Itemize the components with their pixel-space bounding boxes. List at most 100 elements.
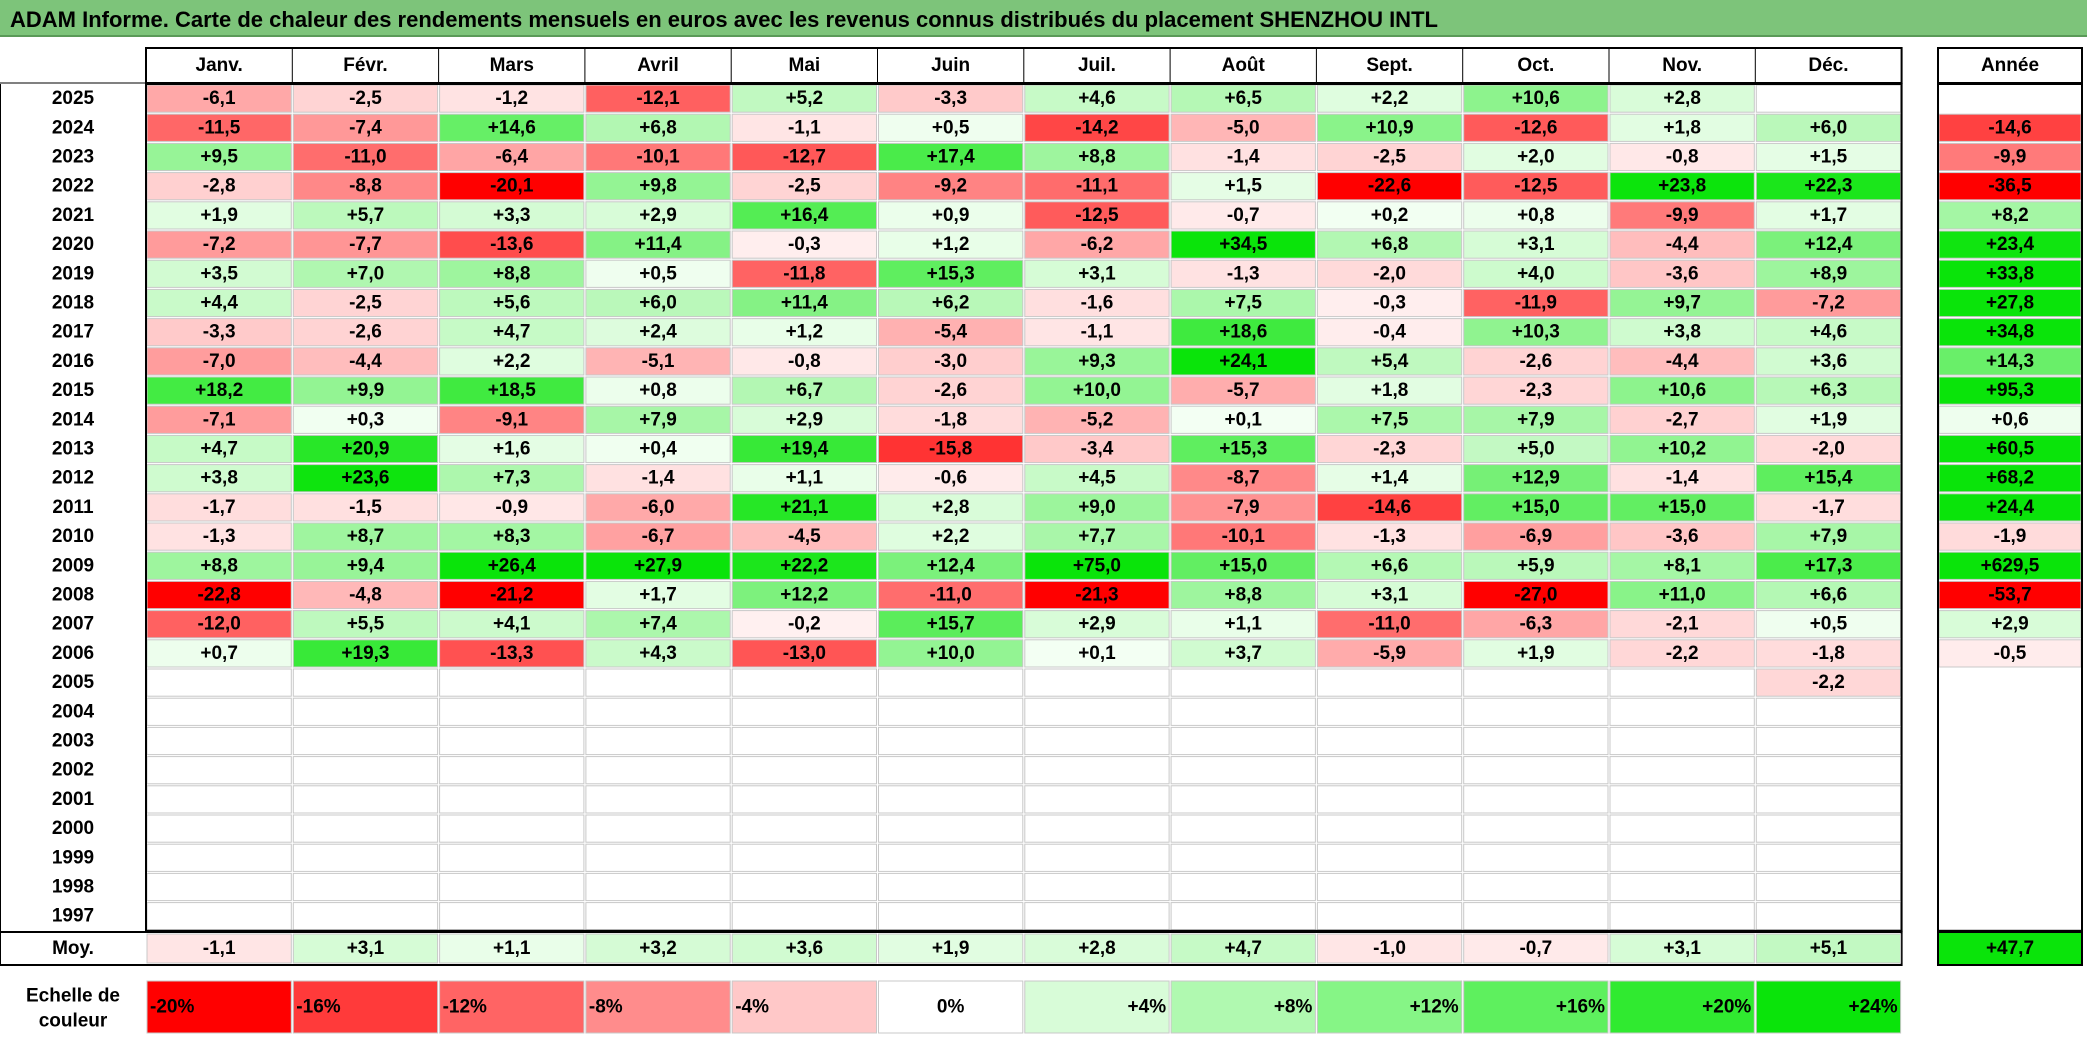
heatmap-cell (292, 726, 439, 756)
heatmap-cell (1170, 259, 1316, 288)
cell-value: +7,0 (347, 263, 385, 284)
heatmap-cell (878, 142, 1024, 172)
heatmap-cell (1755, 756, 1902, 785)
heatmap-cell (878, 872, 1024, 902)
annual-value: +23,4 (1986, 234, 2035, 255)
heatmap-cell (146, 113, 292, 142)
cell-value: +7,5 (1371, 409, 1409, 430)
scale-swatch (1170, 980, 1316, 1034)
heatmap-cell (1755, 902, 1902, 931)
month-header-11: Nov. (1662, 55, 1702, 76)
cell-value: +2,2 (1371, 88, 1409, 109)
cell-value: +1,8 (1371, 380, 1409, 401)
heatmap-cell (1170, 551, 1316, 580)
heatmap-cell (1755, 259, 1902, 288)
heatmap-cell (1170, 464, 1316, 493)
cell-value: +12,4 (1804, 234, 1853, 255)
cell-value: +4,0 (1517, 263, 1555, 284)
cell-value: +15,7 (927, 614, 975, 635)
cell-value: -15,8 (929, 439, 972, 460)
cell-value: -2,6 (1519, 351, 1552, 372)
cell-value: +8,8 (1224, 585, 1262, 606)
average-label: Moy. (52, 938, 94, 959)
heatmap-cell (1609, 551, 1755, 580)
heatmap-cell (439, 172, 585, 201)
heatmap-cell (439, 668, 585, 697)
heatmap-cell (1316, 551, 1463, 580)
cell-value: +0,5 (932, 117, 970, 138)
heatmap-cell (585, 113, 731, 142)
heatmap-cell (1755, 464, 1902, 493)
heatmap-cell (878, 201, 1024, 230)
heatmap-cell (1755, 785, 1902, 814)
cell-value: -11,8 (783, 263, 825, 284)
heatmap-cell (439, 434, 585, 464)
annual-cell (1938, 113, 2082, 142)
year-label-2004: 2004 (52, 701, 95, 722)
cell-value: -11,5 (198, 117, 241, 138)
cell-value: -5,4 (934, 322, 967, 343)
cell-value: +7,7 (1078, 526, 1116, 547)
cell-value: +18,5 (488, 380, 537, 401)
heatmap-cell (1463, 288, 1609, 318)
cell-value: +15,0 (1658, 497, 1706, 518)
heatmap-cell (878, 639, 1024, 668)
heatmap-cell (1755, 610, 1902, 639)
heatmap-cell (878, 172, 1024, 201)
heatmap-cell (1316, 580, 1463, 610)
heatmap-cell (1170, 347, 1316, 376)
cell-value: -4,8 (349, 585, 382, 606)
month-header-5: Mai (789, 55, 821, 76)
cell-value: -10,1 (1222, 526, 1266, 547)
heatmap-cell (439, 814, 585, 843)
cell-value: +15,3 (1219, 439, 1267, 460)
cell-value: +10,3 (1512, 322, 1560, 343)
scale-step-label: +24% (1848, 997, 1897, 1018)
heatmap-cell (585, 668, 731, 697)
heatmap-cell (1463, 493, 1609, 522)
heatmap-cell (1316, 610, 1463, 639)
cell-value: -2,5 (1373, 147, 1406, 168)
heatmap-cell (439, 464, 585, 493)
cell-value: +6,5 (1224, 88, 1262, 109)
heatmap-cell (1463, 201, 1609, 230)
cell-value: -6,1 (203, 88, 236, 109)
cell-value: +3,8 (1663, 322, 1701, 343)
scale-swatch (1024, 980, 1170, 1034)
year-label-2024: 2024 (52, 117, 95, 138)
heatmap-cell (1024, 376, 1170, 405)
cell-value: +0,1 (1224, 409, 1262, 430)
cell-value: +2,9 (639, 205, 677, 226)
scale-swatch (585, 980, 731, 1034)
year-label-2023: 2023 (52, 147, 94, 168)
heatmap-cell (1755, 697, 1902, 726)
heatmap-cell (1316, 872, 1463, 902)
heatmap-cell (878, 610, 1024, 639)
heatmap-cell (1609, 522, 1755, 551)
heatmap-cell (1463, 172, 1609, 201)
heatmap-cell (1463, 668, 1609, 697)
year-label-2008: 2008 (52, 585, 94, 606)
month-header-1: Janv. (196, 55, 243, 76)
heatmap-cell (292, 318, 439, 347)
cell-value: -0,4 (1373, 322, 1406, 343)
heatmap-cell (878, 522, 1024, 551)
month-header-4: Avril (637, 55, 679, 76)
cell-value: -1,3 (203, 526, 236, 547)
heatmap-cell (1170, 288, 1316, 318)
heatmap-cell (1609, 259, 1755, 288)
heatmap-cell (731, 756, 878, 785)
heatmap-cell (146, 493, 292, 522)
cell-value: +5,4 (1371, 351, 1409, 372)
heatmap-cell (731, 580, 878, 610)
cell-value: +1,2 (932, 234, 970, 255)
cell-value: +8,8 (1078, 147, 1116, 168)
heatmap-cell (439, 697, 585, 726)
heatmap-cell (292, 230, 439, 259)
heatmap-cell (1024, 697, 1170, 726)
heatmap-cell (1463, 318, 1609, 347)
heatmap-cell (146, 288, 292, 318)
year-label-2012: 2012 (52, 468, 94, 489)
cell-value: -1,7 (203, 497, 236, 518)
cell-value: -4,4 (1666, 351, 1699, 372)
